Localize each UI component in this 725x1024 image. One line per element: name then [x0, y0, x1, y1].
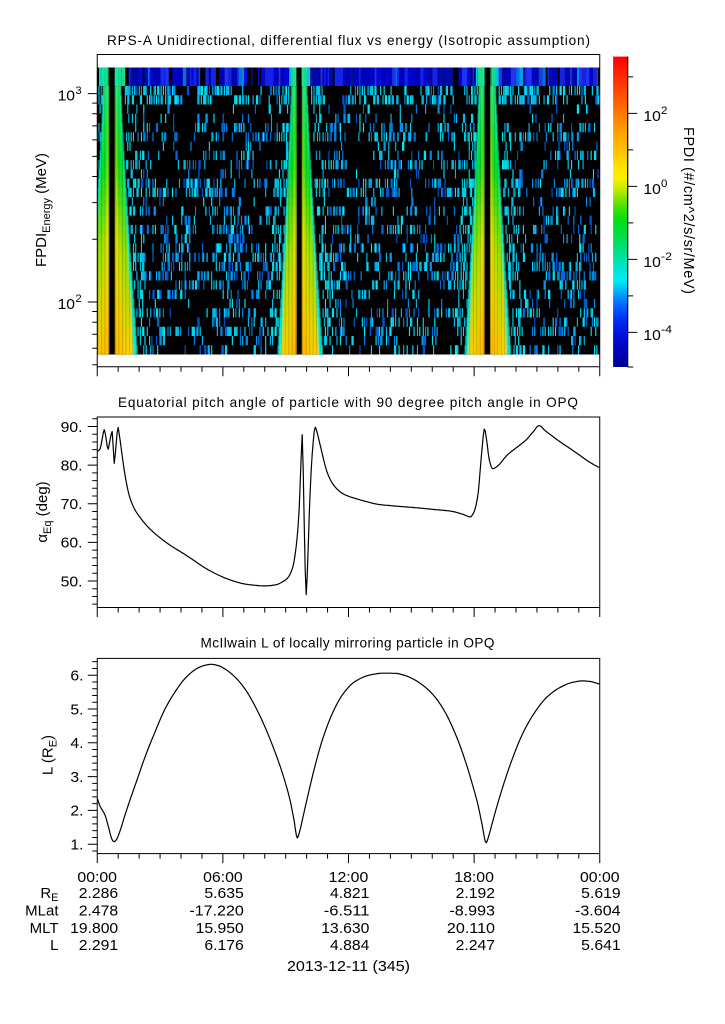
- svg-text:4.884: 4.884: [330, 937, 369, 954]
- svg-text:-8.993: -8.993: [449, 903, 495, 920]
- svg-text:13.630: 13.630: [321, 920, 369, 937]
- svg-text:6.176: 6.176: [204, 937, 243, 954]
- svg-text:18:00: 18:00: [454, 869, 494, 886]
- svg-text:15.950: 15.950: [196, 920, 244, 937]
- svg-text:00:00: 00:00: [77, 869, 117, 886]
- svg-text:10: 10: [643, 327, 660, 344]
- svg-text:2.247: 2.247: [456, 937, 495, 954]
- svg-text:-3.604: -3.604: [575, 903, 621, 920]
- svg-text:MLT: MLT: [30, 920, 59, 937]
- svg-text:80.: 80.: [61, 457, 83, 474]
- svg-text:-4: -4: [661, 324, 672, 336]
- svg-text:MLat: MLat: [25, 903, 59, 920]
- svg-text:15.520: 15.520: [573, 920, 621, 937]
- svg-text:50.: 50.: [61, 573, 83, 590]
- svg-text:10: 10: [58, 88, 75, 105]
- svg-text:5.619: 5.619: [581, 885, 620, 902]
- svg-text:2.286: 2.286: [79, 885, 118, 902]
- svg-text:2: 2: [661, 105, 667, 117]
- svg-text:-2: -2: [661, 251, 672, 263]
- svg-text:FPDI (#/cm^2/s/sr/MeV): FPDI (#/cm^2/s/sr/MeV): [680, 127, 696, 294]
- svg-text:19.800: 19.800: [70, 920, 118, 937]
- svg-text:3: 3: [76, 85, 82, 97]
- svg-text:6.: 6.: [70, 668, 83, 685]
- svg-text:2.478: 2.478: [79, 903, 118, 920]
- svg-text:FPDIEnergy (MeV): FPDIEnergy (MeV): [33, 153, 53, 267]
- svg-text:L: L: [50, 937, 58, 954]
- svg-text:2.: 2.: [70, 803, 83, 820]
- svg-text:2.291: 2.291: [79, 937, 118, 954]
- svg-text:Equatorial pitch angle of part: Equatorial pitch angle of particle with …: [118, 395, 578, 410]
- svg-text:00:00: 00:00: [580, 869, 620, 886]
- svg-text:10: 10: [643, 108, 660, 125]
- svg-text:06:00: 06:00: [203, 869, 243, 886]
- svg-text:3.: 3.: [70, 769, 83, 786]
- svg-text:5.641: 5.641: [581, 937, 620, 954]
- svg-text:-6.511: -6.511: [324, 903, 370, 920]
- svg-text:20.110: 20.110: [447, 920, 495, 937]
- svg-text:5.635: 5.635: [204, 885, 243, 902]
- svg-text:2.192: 2.192: [456, 885, 495, 902]
- svg-text:70.: 70.: [61, 496, 83, 513]
- svg-text:4.821: 4.821: [330, 885, 369, 902]
- svg-text:60.: 60.: [61, 535, 83, 552]
- svg-text:McIlwain L of locally mirrorin: McIlwain L of locally mirroring particle…: [201, 636, 495, 651]
- svg-text:2: 2: [76, 293, 82, 305]
- svg-text:0: 0: [661, 178, 667, 190]
- svg-text:10: 10: [58, 296, 75, 313]
- svg-text:90.: 90.: [61, 419, 83, 436]
- svg-text:10: 10: [643, 181, 660, 198]
- svg-text:2013-12-11 (345): 2013-12-11 (345): [287, 958, 410, 975]
- svg-text:12:00: 12:00: [329, 869, 369, 886]
- svg-text:1.: 1.: [70, 837, 83, 854]
- svg-text:RPS-A Unidirectional, differen: RPS-A Unidirectional, differential flux …: [107, 33, 590, 48]
- svg-text:10: 10: [643, 254, 660, 271]
- svg-text:-17.220: -17.220: [189, 903, 243, 920]
- svg-text:5.: 5.: [70, 701, 83, 718]
- svg-text:4.: 4.: [70, 735, 83, 752]
